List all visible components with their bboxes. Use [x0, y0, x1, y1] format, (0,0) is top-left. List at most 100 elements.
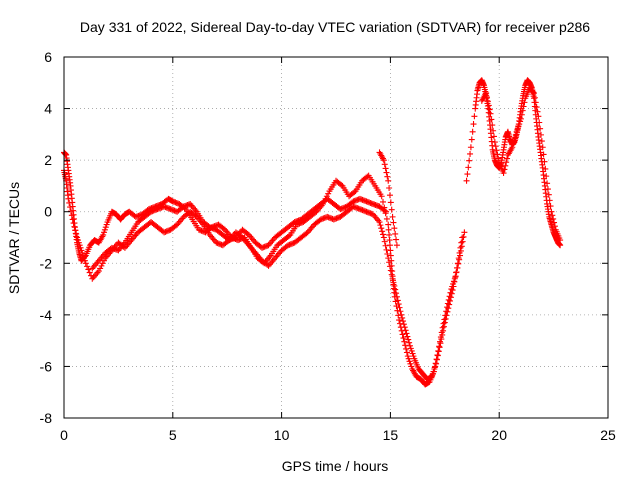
data-point-marker: [440, 323, 447, 330]
data-point-marker: [67, 204, 74, 211]
data-point-marker: [382, 242, 389, 249]
data-point-marker: [381, 161, 388, 168]
data-point-marker: [393, 290, 400, 297]
data-point-marker: [408, 363, 415, 370]
data-point-marker: [100, 231, 107, 238]
data-point-marker: [545, 191, 552, 198]
data-point-marker: [538, 138, 545, 145]
data-point-marker: [102, 224, 109, 231]
data-point-marker: [484, 98, 491, 105]
data-point-marker: [391, 282, 398, 289]
data-point-marker: [68, 212, 75, 219]
data-point-marker: [434, 352, 441, 359]
data-point-marker: [457, 244, 464, 251]
data-point-marker: [384, 251, 391, 258]
data-point-marker: [537, 125, 544, 132]
data-point-marker: [547, 203, 554, 210]
data-point-marker: [99, 260, 106, 267]
data-point-marker: [97, 265, 104, 272]
data-point-marker: [447, 294, 454, 301]
data-point-marker: [103, 221, 110, 228]
data-point-marker: [376, 219, 383, 226]
data-point-marker: [220, 225, 227, 232]
data-point-marker: [483, 90, 490, 97]
data-point-marker: [383, 246, 390, 253]
data-point-marker: [532, 99, 539, 106]
data-point-marker: [453, 264, 460, 271]
data-point-marker: [407, 360, 414, 367]
data-point-marker: [388, 271, 395, 278]
data-point-marker: [101, 257, 108, 264]
data-point-marker: [407, 345, 414, 352]
data-point-marker: [541, 158, 548, 165]
data-point-marker: [501, 166, 508, 173]
data-point-marker: [65, 195, 72, 202]
data-point-marker: [395, 301, 402, 308]
data-point-marker: [440, 327, 447, 334]
data-point-marker: [386, 237, 393, 244]
data-point-marker: [77, 244, 84, 251]
data-point-marker: [537, 131, 544, 138]
data-point-marker: [533, 104, 540, 111]
data-point-marker: [381, 238, 388, 245]
data-point-marker: [400, 318, 407, 325]
data-point-marker: [404, 333, 411, 340]
data-point-marker: [383, 215, 390, 222]
data-point-marker: [490, 127, 497, 134]
data-point-marker: [486, 106, 493, 113]
x-tick-label: 5: [169, 427, 177, 443]
y-tick-label: 4: [44, 101, 52, 117]
data-point-marker: [379, 228, 386, 235]
data-point-marker: [428, 373, 435, 380]
data-point-marker: [397, 308, 404, 315]
data-point-marker: [380, 157, 387, 164]
data-point-marker: [72, 227, 79, 234]
data-point-marker: [386, 231, 393, 238]
data-point-marker: [544, 186, 551, 193]
data-point-marker: [74, 234, 81, 241]
data-point-marker: [452, 274, 459, 281]
data-point-marker: [351, 189, 358, 196]
data-point-marker: [453, 269, 460, 276]
data-point-marker: [387, 252, 394, 259]
data-point-marker: [441, 319, 448, 326]
data-point-marker: [403, 349, 410, 356]
data-point-marker: [484, 94, 491, 101]
data-point-marker: [410, 353, 417, 360]
x-tick-label: 25: [600, 427, 616, 443]
data-point-marker: [463, 177, 470, 184]
data-point-marker: [400, 321, 407, 328]
data-point-marker: [512, 131, 519, 138]
data-point-marker: [549, 212, 556, 219]
x-tick-labels: 0 5 10 15 20 25: [60, 427, 616, 443]
data-point-marker: [467, 150, 474, 157]
data-point-marker: [433, 360, 440, 367]
data-point-marker: [402, 327, 409, 334]
data-point-marker: [393, 242, 400, 249]
data-point-marker: [98, 262, 105, 269]
data-point-marker: [383, 208, 390, 215]
data-point-marker: [438, 336, 445, 343]
data-point-marker: [445, 305, 452, 312]
data-point-marker: [543, 173, 550, 180]
data-point-marker: [406, 358, 413, 365]
data-point-marker: [400, 335, 407, 342]
data-point-marker: [66, 199, 73, 206]
y-tick-label: 0: [44, 204, 52, 220]
data-point-marker: [513, 128, 520, 135]
data-point-marker: [521, 99, 528, 106]
data-point-marker: [74, 237, 81, 244]
data-point-marker: [95, 268, 102, 275]
data-point-marker: [503, 159, 510, 166]
data-point-marker: [510, 138, 517, 145]
data-point-marker: [432, 363, 439, 370]
data-point-marker: [387, 267, 394, 274]
data-point-marker: [461, 229, 468, 236]
data-point-marker: [387, 199, 394, 206]
data-point-marker: [401, 338, 408, 345]
data-point-marker: [454, 260, 461, 267]
data-point-marker: [536, 119, 543, 126]
data-point-marker: [485, 102, 492, 109]
series-5: [463, 77, 564, 249]
